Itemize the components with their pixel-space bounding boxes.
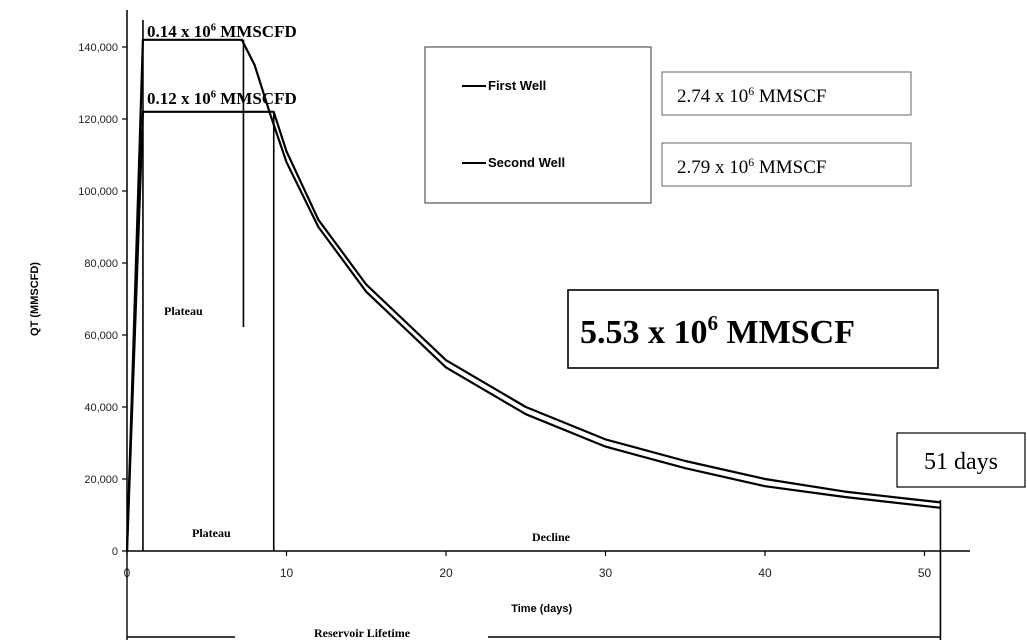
well-total-label: 2.79 x 106 MMSCF <box>677 156 827 178</box>
well-total-label: 2.74 x 106 MMSCF <box>677 85 827 107</box>
total-production-box <box>567 289 939 369</box>
total-production-label: 5.53 x 106 MMSCF <box>580 311 855 351</box>
plateau-lower-label: Plateau <box>192 526 231 540</box>
y-axis-title: QT (MMSCFD) <box>29 262 41 336</box>
legend-label: Second Well <box>488 155 565 170</box>
x-tick-label: 40 <box>758 566 772 580</box>
legend-label: First Well <box>488 78 546 93</box>
lifetime-days-box <box>896 432 1026 488</box>
y-tick-label: 20,000 <box>84 474 118 486</box>
y-tick-label: 120,000 <box>78 114 118 126</box>
x-tick-label: 30 <box>599 566 613 580</box>
reservoir-lifetime-label: Reservoir Lifetime <box>314 626 411 640</box>
decline-label: Decline <box>532 530 571 544</box>
series-line-first-well <box>125 38 941 552</box>
x-tick-label: 50 <box>918 566 932 580</box>
x-tick-label: 20 <box>439 566 453 580</box>
axes: 0 20,000 40,000 60,000 80,000 100,000 120,000 1… <box>29 10 970 615</box>
well-total-box <box>661 71 912 116</box>
y-tick-label: 100,000 <box>78 186 118 198</box>
well-total-box <box>661 142 912 187</box>
plateau-upper-label: Plateau <box>164 304 203 318</box>
lifetime-days-label: 51 days <box>924 449 998 475</box>
second-well-rate-label: 0.12 x 106 MMSCFD <box>147 89 297 108</box>
x-tick-label: 10 <box>280 566 294 580</box>
y-tick-label: 40,000 <box>84 402 118 414</box>
annotations: Reservoir Lifetime 0.14 x 106 MMSCFD 0.12 … <box>126 20 1026 640</box>
first-well-rate-label: 0.14 x 106 MMSCFD <box>147 22 297 41</box>
y-tick-label: 80,000 <box>84 258 118 270</box>
x-axis-title: Time (days) <box>511 603 572 615</box>
y-tick-label: 60,000 <box>84 330 118 342</box>
legend-box <box>424 46 652 204</box>
y-tick-label: 140,000 <box>78 42 118 54</box>
y-tick-label: 0 <box>112 546 118 558</box>
